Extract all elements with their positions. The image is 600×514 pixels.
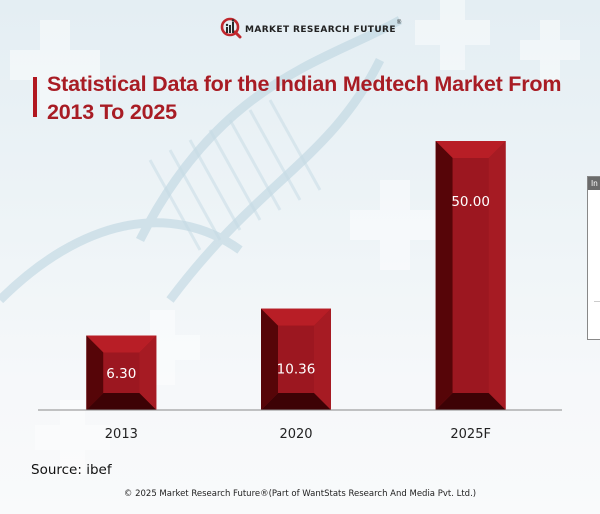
brand-logo: MARKET RESEARCH FUTURE ®: [220, 17, 401, 39]
bar-2025F: 50.00 2025F: [435, 141, 506, 442]
source-note: Source: ibef: [31, 462, 112, 478]
bar-bevel-right: [488, 141, 506, 410]
bar-2013: 6.30 2013: [86, 335, 157, 442]
bar-face: [278, 325, 314, 393]
bar-bevel-top: [86, 335, 157, 353]
bar-value-label: 50.00: [451, 194, 490, 210]
side-panel-divider: [594, 301, 600, 302]
side-panel: In: [587, 176, 600, 340]
chart-title: Statistical Data for the Indian Medtech …: [47, 72, 562, 124]
bar-face: [452, 158, 489, 393]
bar-bevel-top: [261, 308, 331, 326]
bar-bevel-left: [435, 141, 453, 410]
bar-bevel-bottom: [86, 393, 157, 410]
side-panel-header: In: [588, 177, 600, 190]
bar-value-label: 10.36: [277, 362, 316, 378]
bar-bevel-bottom: [261, 393, 331, 410]
title-accent-bar: [33, 77, 37, 117]
brand-name: MARKET RESEARCH FUTURE: [245, 24, 396, 35]
bar-bevel-left: [86, 335, 104, 410]
copyright-text: © 2025 Market Research Future®(Part of W…: [123, 489, 477, 499]
bar-bevel-left: [261, 308, 278, 410]
x-tick-label: 2025F: [450, 427, 491, 442]
bar-bevel-top: [435, 141, 506, 158]
magnifier-chart-icon: [220, 17, 242, 39]
x-tick-label: 2020: [279, 427, 312, 442]
registered-mark: ®: [396, 20, 402, 26]
bar-bevel-bottom: [435, 393, 506, 410]
bar-bevel-right: [314, 308, 331, 410]
bar-face: [103, 352, 140, 393]
bar-value-label: 6.30: [106, 366, 136, 382]
bar-bevel-right: [139, 335, 157, 410]
bar-2020: 10.36 2020: [261, 308, 331, 442]
x-tick-label: 2013: [105, 427, 138, 442]
